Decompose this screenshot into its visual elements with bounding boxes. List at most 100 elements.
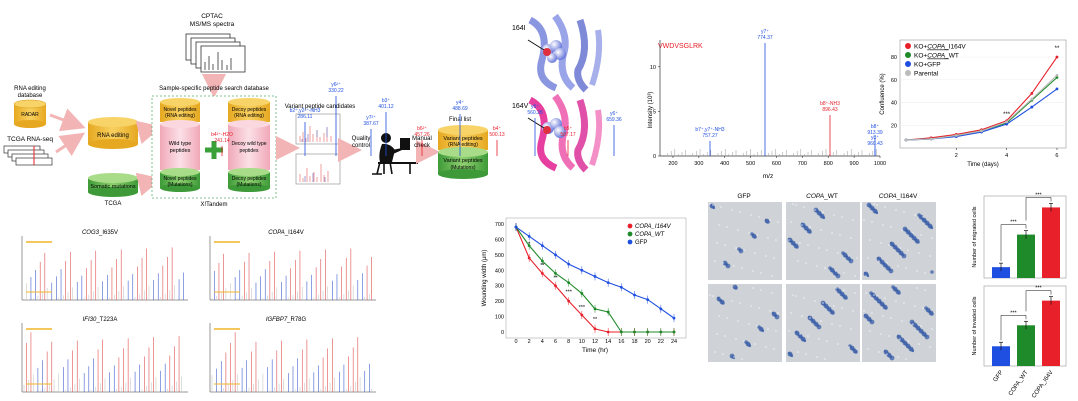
micrograph-pore <box>748 323 750 325</box>
micrograph-cell <box>889 355 895 361</box>
micrograph-pore <box>924 272 926 274</box>
bar-category-label: COPA_I64V <box>1031 370 1054 400</box>
micro-wt-label: COPA_WT <box>806 193 838 200</box>
panel-copa-title: COPA_I164V <box>268 230 304 236</box>
wound-point <box>527 234 531 238</box>
micrograph-pore <box>895 209 897 211</box>
micrograph-pore <box>733 265 735 267</box>
spectrum-peak-label: y7⁺ <box>761 29 769 35</box>
wound-point <box>567 281 571 285</box>
spectrum-peak-label: b4²⁺-H2O <box>211 132 233 138</box>
wound-xtick-label: 6 <box>554 339 557 345</box>
decoy-wild-2: peptides <box>240 148 259 154</box>
micrograph-pore <box>831 232 833 234</box>
wound-point <box>659 307 663 311</box>
bar <box>992 346 1010 366</box>
micrograph-pore <box>822 302 824 304</box>
micrograph-pore <box>826 340 828 342</box>
wound-frame <box>505 217 687 339</box>
wound-point <box>633 330 636 334</box>
micro-i164v-label: COPA_I164V <box>879 193 918 200</box>
wound-point <box>606 281 610 285</box>
micrograph-pore <box>790 221 792 223</box>
spectrum-xtick-label: 400 <box>720 161 729 167</box>
micrograph-pore <box>718 315 720 317</box>
confluence-ytick-label: 20 <box>891 123 897 129</box>
confluence-legend-marker <box>905 52 911 58</box>
candidate-spectrum-1 <box>295 113 341 145</box>
confluence-legend-label: KO+COPA_I164V <box>914 44 966 51</box>
micrograph-pore <box>886 353 888 355</box>
micrograph-pore <box>880 333 882 335</box>
wound-sig: *** <box>579 305 586 311</box>
bar-charts: Number of migrated cells *** *** Number of … <box>972 192 1067 400</box>
micrograph-pore <box>714 260 716 262</box>
final-var-mut: Variant peptides <box>443 158 483 164</box>
micrograph-pore <box>820 320 822 322</box>
radar-database-cylinder <box>13 99 47 128</box>
micrograph-pore <box>841 216 843 218</box>
spectrum-peak-label: b2⁺,y2²⁺-NH3 <box>290 108 321 114</box>
micrograph-pore <box>724 335 726 337</box>
micrograph-pore <box>709 203 711 205</box>
confluence-point <box>904 138 908 142</box>
micrograph-pore <box>720 297 722 299</box>
confluence-point <box>1030 105 1034 109</box>
spectrum-peak-mz: 500.13 <box>489 132 505 138</box>
micrograph-pore <box>773 348 775 350</box>
radar-label: RADAR <box>21 112 39 118</box>
wound-ytick-label: 200 <box>495 299 504 305</box>
spectrum-xtick-label: 500 <box>746 161 755 167</box>
wound-xtick-label: 2 <box>528 339 531 345</box>
micrograph-pore <box>760 289 762 291</box>
wound-legend-label: COPA_I164V <box>635 224 672 230</box>
micrograph-pore <box>750 214 752 216</box>
micrograph-pore <box>803 206 805 208</box>
micrograph-pore <box>907 249 909 251</box>
confluence-point <box>1030 97 1034 101</box>
micrograph-pore <box>720 206 722 208</box>
spectrum-xtick-label: 200 <box>668 161 677 167</box>
micrograph-pore <box>767 328 769 330</box>
wound-sig: ** <box>553 276 558 282</box>
micrograph-pore <box>805 353 807 355</box>
micrograph-cell <box>748 344 752 348</box>
micrograph-pore <box>714 351 716 353</box>
micrograph-pore <box>726 317 728 319</box>
bar-sig-label: *** <box>1010 310 1017 316</box>
micrograph-pore <box>741 267 743 269</box>
candidate-spectrum-2 <box>295 153 341 185</box>
micrograph-pore <box>754 252 756 254</box>
micrograph-pore <box>754 343 756 345</box>
micrograph-tile <box>708 284 782 362</box>
confluence-legend-label: KO+COPA_WT <box>914 53 959 60</box>
spectrum-ytick-label: 5 <box>653 109 656 115</box>
micrograph-pore <box>731 209 733 211</box>
micrograph-pore <box>818 338 820 340</box>
micrograph-pore <box>841 307 843 309</box>
micrograph-pore <box>716 333 718 335</box>
confluence-xlabel: Time (days) <box>967 162 998 168</box>
micrograph-pore <box>801 315 803 317</box>
micrograph-pore <box>871 221 873 223</box>
micrograph-pore <box>897 356 899 358</box>
wound-ytick-label: 100 <box>495 315 504 321</box>
left-db-stack <box>160 98 200 192</box>
confluence-ytick-label: 80 <box>891 55 897 61</box>
bar <box>1042 207 1060 278</box>
confluence-xtick-label: 2 <box>955 153 958 159</box>
wound-ytick-label: 0 <box>501 330 504 336</box>
wound-point <box>554 253 557 257</box>
micrograph-cell <box>844 296 848 300</box>
micrograph-pore <box>897 265 899 267</box>
wound-point <box>672 330 676 334</box>
micrograph-pore <box>724 244 726 246</box>
micrograph-pore <box>809 317 811 319</box>
micrograph-pore <box>922 307 924 309</box>
spectrum-peak-mz: 387.67 <box>363 121 379 127</box>
micrograph-pore <box>722 353 724 355</box>
spectrum-xtick-label: 300 <box>694 161 703 167</box>
decoy-rna-sub: (RNA editing) <box>234 113 264 119</box>
